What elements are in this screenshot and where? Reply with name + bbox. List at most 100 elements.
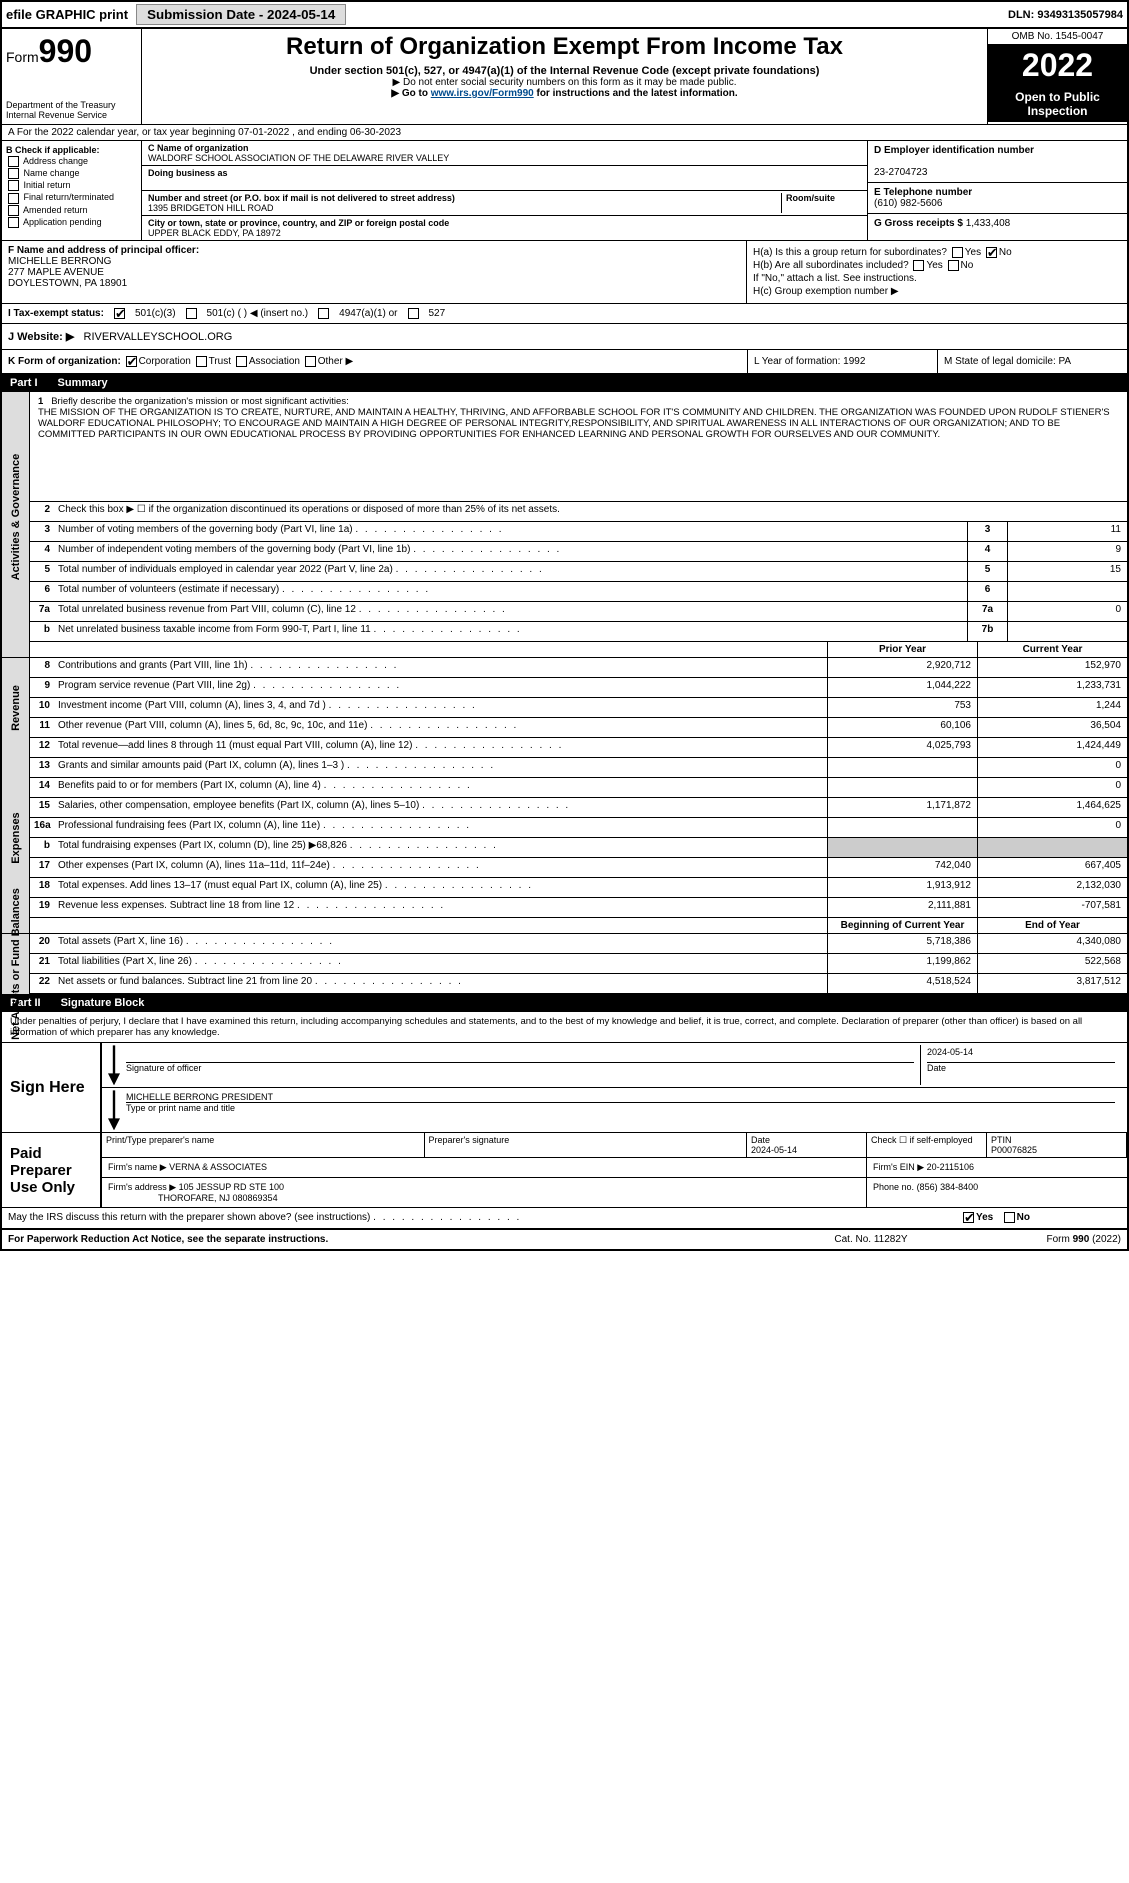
data-line: 13Grants and similar amounts paid (Part … [30,758,1127,778]
top-bar: efile GRAPHIC print Submission Date - 20… [0,0,1129,29]
part1-num: Part I [10,377,38,389]
h-a-row: H(a) Is this a group return for subordin… [753,247,1121,258]
data-line: 9Program service revenue (Part VIII, lin… [30,678,1127,698]
gov-line: 5Total number of individuals employed in… [30,562,1127,582]
tax-year: 2022 [990,47,1125,84]
check-application-pending[interactable]: Application pending [6,217,137,228]
gov-line: 7aTotal unrelated business revenue from … [30,602,1127,622]
side-netassets: Net Assets or Fund Balances [2,934,30,994]
data-line: bTotal fundraising expenses (Part IX, co… [30,838,1127,858]
firm-phone: (856) 384-8400 [917,1182,979,1192]
check-trust[interactable] [196,356,207,367]
firm-addr-label: Firm's address ▶ [108,1182,176,1192]
data-line: 19Revenue less expenses. Subtract line 1… [30,898,1127,918]
check-assoc[interactable] [236,356,247,367]
sig-intro: Under penalties of perjury, I declare th… [2,1012,1127,1043]
gross-value: 1,433,408 [966,218,1011,229]
form-header: Form990 Department of the Treasury Inter… [2,29,1127,125]
gov-line: bNet unrelated business taxable income f… [30,622,1127,642]
form-num: 990 [39,33,92,69]
irs-link-line: ▶ Go to www.irs.gov/Form990 for instruct… [146,88,983,99]
hdr-end: End of Year [977,918,1127,933]
sign-here-label: Sign Here [2,1043,102,1132]
hdr-prior: Prior Year [827,642,977,657]
irs-link[interactable]: www.irs.gov/Form990 [431,88,534,99]
sign-arrow-icon [108,1045,120,1085]
part1-title: Summary [58,377,108,389]
city-value: UPPER BLACK EDDY, PA 18972 [148,228,281,238]
mission-text: THE MISSION OF THE ORGANIZATION IS TO CR… [38,407,1110,440]
data-line: 17Other expenses (Part IX, column (A), l… [30,858,1127,878]
h-c: H(c) Group exemption number ▶ [753,286,1121,297]
check-4947[interactable] [318,308,329,319]
check-other[interactable] [305,356,316,367]
hb-no[interactable] [948,260,959,271]
part2-header: Part II Signature Block [2,994,1127,1012]
check-501c3[interactable] [114,308,125,319]
check-name-change[interactable]: Name change [6,168,137,179]
discuss-text: May the IRS discuss this return with the… [8,1212,961,1223]
side-revenue: Revenue [2,658,30,758]
discuss-yes[interactable] [963,1212,974,1223]
check-501c[interactable] [186,308,197,319]
data-line: 15Salaries, other compensation, employee… [30,798,1127,818]
ha-no[interactable] [986,247,997,258]
ein-value: 23-2704723 [874,167,927,178]
part1-header: Part I Summary [2,374,1127,392]
check-corp[interactable] [126,356,137,367]
link-pre: ▶ Go to [391,88,430,99]
street-address: 1395 BRIDGETON HILL ROAD [148,203,274,213]
firm-phone-label: Phone no. [873,1182,914,1192]
open-public: Open to Public Inspection [988,86,1127,122]
check-527[interactable] [408,308,419,319]
tel-value: (610) 982-5606 [874,198,942,209]
data-line: 12Total revenue—add lines 8 through 11 (… [30,738,1127,758]
data-line: 11Other revenue (Part VIII, column (A), … [30,718,1127,738]
col-b-checkboxes: B Check if applicable: Address change Na… [2,141,142,240]
ptin-value: P00076825 [991,1145,1037,1155]
gov-line: 6Total number of volunteers (estimate if… [30,582,1127,602]
name-arrow-icon [108,1090,120,1130]
submission-date-button[interactable]: Submission Date - 2024-05-14 [136,4,346,25]
prep-sig-label: Preparer's signature [425,1133,748,1158]
footer-left: For Paperwork Reduction Act Notice, see … [8,1234,771,1245]
hb-yes[interactable] [913,260,924,271]
officer-name: MICHELLE BERRONG [8,256,740,267]
firm-ein: 20-2115106 [927,1162,974,1172]
discuss-no[interactable] [1004,1212,1015,1223]
check-address-change[interactable]: Address change [6,156,137,167]
side-governance: Activities & Governance [2,392,30,642]
check-final-return[interactable]: Final return/terminated [6,192,137,203]
sig-date: 2024-05-14 [927,1047,1115,1063]
org-name: WALDORF SCHOOL ASSOCIATION OF THE DELAWA… [148,153,449,163]
state-domicile: M State of legal domicile: PA [937,350,1127,373]
mission-block: 1 Briefly describe the organization's mi… [30,392,1127,502]
form-org-label: K Form of organization: [8,356,121,367]
prep-date: 2024-05-14 [751,1145,797,1155]
form-title: Return of Organization Exempt From Incom… [146,33,983,61]
tel-label: E Telephone number [874,187,972,198]
room-label: Room/suite [786,193,835,203]
website-value: RIVERVALLEYSCHOOL.ORG [84,331,233,343]
self-employed[interactable]: Check ☐ if self-employed [867,1133,987,1158]
efile-label: efile GRAPHIC print [6,7,128,22]
form-number: Form990 [6,33,137,70]
firm-addr2: THOROFARE, NJ 080869354 [158,1193,278,1203]
data-line: 21Total liabilities (Part X, line 26) 1,… [30,954,1127,974]
dept-treasury: Department of the Treasury [6,100,137,110]
check-amended[interactable]: Amended return [6,205,137,216]
line2: Check this box ▶ ☐ if the organization d… [54,502,1127,521]
year-formation: L Year of formation: 1992 [747,350,937,373]
check-initial-return[interactable]: Initial return [6,180,137,191]
line-a: A For the 2022 calendar year, or tax yea… [2,125,1127,141]
data-line: 14Benefits paid to or for members (Part … [30,778,1127,798]
data-line: 20Total assets (Part X, line 16) 5,718,3… [30,934,1127,954]
dba-label: Doing business as [148,168,228,178]
footer-right: Form 990 (2022) [971,1234,1121,1245]
data-line: 18Total expenses. Add lines 13–17 (must … [30,878,1127,898]
footer-mid: Cat. No. 11282Y [771,1234,971,1245]
officer-addr1: 277 MAPLE AVENUE [8,267,740,278]
subtitle-1: Under section 501(c), 527, or 4947(a)(1)… [146,65,983,77]
h-b2: If "No," attach a list. See instructions… [753,273,1121,284]
ha-yes[interactable] [952,247,963,258]
